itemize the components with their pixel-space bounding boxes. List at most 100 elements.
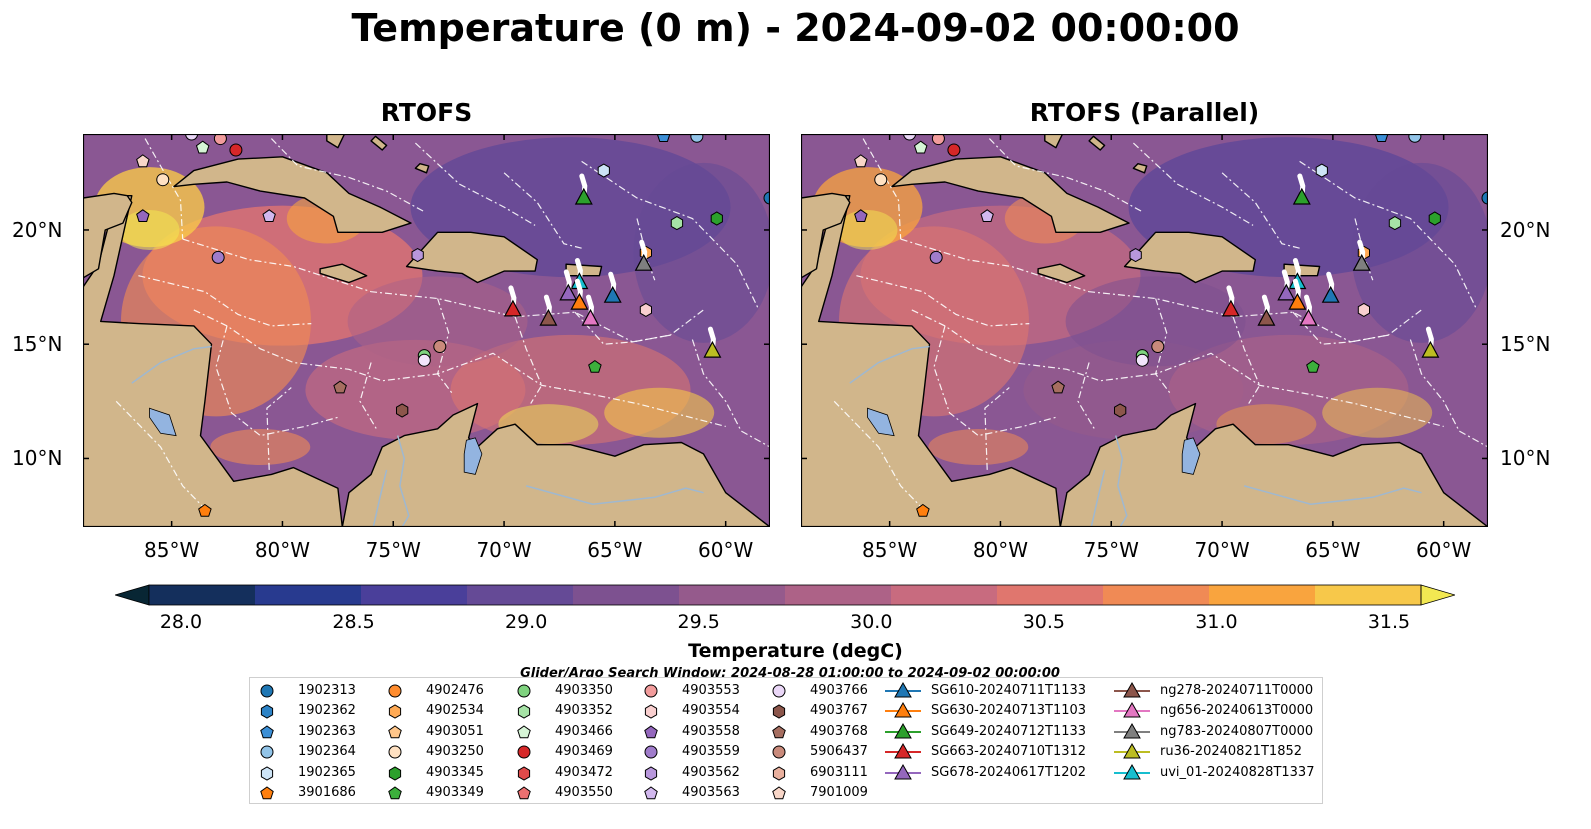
left-argo-4903767[interactable] bbox=[397, 404, 408, 417]
colorbar-segment bbox=[997, 585, 1104, 605]
legend-marker bbox=[768, 764, 790, 782]
left-argo-4903345[interactable] bbox=[711, 212, 722, 225]
legend-label: 4903250 bbox=[426, 744, 484, 759]
colorbar-segment bbox=[255, 585, 362, 605]
left-argo-4903562[interactable] bbox=[412, 249, 423, 262]
right-land-puerto-rico bbox=[1284, 264, 1320, 276]
legend-marker bbox=[256, 723, 278, 741]
legend-marker bbox=[1112, 723, 1152, 741]
legend-label: 4903559 bbox=[682, 744, 740, 759]
colorbar-extend-low bbox=[115, 585, 149, 605]
legend-marker bbox=[1112, 702, 1152, 720]
panel-title-left: RTOFS bbox=[84, 98, 769, 127]
legend-marker bbox=[883, 764, 923, 782]
legend-marker bbox=[640, 784, 662, 802]
legend-marker bbox=[256, 743, 278, 761]
legend-marker bbox=[768, 784, 790, 802]
colorbar-tick-label: 31.0 bbox=[1186, 611, 1246, 633]
legend-label: ng783-20240807T0000 bbox=[1160, 724, 1313, 739]
right-lon-tick-label: 75°W bbox=[1081, 538, 1141, 562]
right-argo-4903562[interactable] bbox=[1130, 249, 1141, 262]
colorbar-tick-label: 30.5 bbox=[1014, 611, 1074, 633]
right-argo-4903352[interactable] bbox=[1389, 217, 1400, 230]
legend-label: ru36-20240821T1852 bbox=[1160, 744, 1302, 759]
legend-label: SG649-20240712T1133 bbox=[931, 724, 1086, 739]
legend-marker bbox=[768, 702, 790, 720]
left-argo-1902364[interactable] bbox=[691, 134, 703, 142]
legend-marker bbox=[256, 702, 278, 720]
right-lon-tick-label: 60°W bbox=[1414, 538, 1474, 562]
right-argo-5906437[interactable] bbox=[1152, 340, 1164, 352]
left-argo-4903250[interactable] bbox=[157, 174, 169, 186]
colorbar-segment bbox=[467, 585, 574, 605]
right-argo-4903554[interactable] bbox=[1358, 303, 1369, 316]
colorbar-segment bbox=[785, 585, 892, 605]
legend-marker bbox=[513, 702, 535, 720]
legend-marker bbox=[384, 784, 406, 802]
legend-label: 4902476 bbox=[426, 683, 484, 698]
lat-tick-label-left: 15°N bbox=[12, 332, 62, 356]
right-argo-1902362[interactable] bbox=[1136, 354, 1148, 366]
figure-title: Temperature (0 m) - 2024-09-02 00:00:00 bbox=[0, 6, 1591, 50]
right-argo-4903559[interactable] bbox=[930, 251, 942, 263]
left-argo-4903559[interactable] bbox=[212, 251, 224, 263]
right-temp-region bbox=[1066, 276, 1246, 366]
left-argo-4903554[interactable] bbox=[640, 303, 651, 316]
legend-label: 4903554 bbox=[682, 703, 740, 718]
right-temp-region bbox=[928, 429, 1028, 465]
legend-marker bbox=[384, 743, 406, 761]
left-argo-4903553[interactable] bbox=[214, 134, 226, 145]
legend-marker bbox=[768, 723, 790, 741]
right-argo-4903345[interactable] bbox=[1429, 212, 1440, 225]
right-argo-4903250[interactable] bbox=[875, 174, 887, 186]
right-temp-region bbox=[1322, 388, 1432, 438]
right-temp-region bbox=[837, 210, 897, 250]
lat-tick-label-right: 15°N bbox=[1500, 332, 1550, 356]
legend-label: SG610-20240711T1133 bbox=[931, 683, 1086, 698]
colorbar-tick-label: 28.0 bbox=[151, 611, 211, 633]
legend-marker bbox=[513, 784, 535, 802]
legend-label: 4903558 bbox=[682, 724, 740, 739]
legend-label: 4903349 bbox=[426, 785, 484, 800]
legend-marker bbox=[513, 682, 535, 700]
right-argo-4903553[interactable] bbox=[932, 134, 944, 145]
legend-marker bbox=[640, 682, 662, 700]
left-argo-1902365[interactable] bbox=[598, 164, 609, 177]
lat-tick-label-left: 10°N bbox=[12, 446, 62, 470]
left-argo-5906437[interactable] bbox=[434, 340, 446, 352]
right-argo-4903469[interactable] bbox=[948, 144, 960, 156]
colorbar-segment bbox=[573, 585, 680, 605]
colorbar-label: Temperature (degC) bbox=[0, 640, 1591, 662]
left-argo-4903469[interactable] bbox=[230, 144, 242, 156]
legend-marker bbox=[1112, 682, 1152, 700]
colorbar bbox=[115, 584, 1455, 606]
right-argo-4903767[interactable] bbox=[1115, 404, 1126, 417]
legend-label: ng656-20240613T0000 bbox=[1160, 703, 1313, 718]
legend-label: uvi_01-20240828T1337 bbox=[1160, 765, 1314, 780]
legend-label: 4903550 bbox=[555, 785, 613, 800]
legend-label: 5906437 bbox=[810, 744, 868, 759]
legend-label: ng278-20240711T0000 bbox=[1160, 683, 1313, 698]
right-argo-1902363[interactable] bbox=[1375, 134, 1387, 142]
right-lon-tick-label: 85°W bbox=[860, 538, 920, 562]
colorbar-segment bbox=[891, 585, 998, 605]
legend-label: 3901686 bbox=[298, 785, 356, 800]
left-temp-region bbox=[348, 276, 528, 366]
left-argo-4903352[interactable] bbox=[671, 217, 682, 230]
colorbar-tick-label: 28.5 bbox=[324, 611, 384, 633]
left-temp-region bbox=[604, 388, 714, 438]
legend-label: 4903553 bbox=[682, 683, 740, 698]
legend-label: 4903768 bbox=[810, 724, 868, 739]
lat-tick-label-right: 10°N bbox=[1500, 446, 1550, 470]
right-argo-1902364[interactable] bbox=[1409, 134, 1421, 142]
legend-marker bbox=[256, 764, 278, 782]
legend-label: 4903562 bbox=[682, 765, 740, 780]
legend-marker bbox=[384, 682, 406, 700]
legend-label: 4903469 bbox=[555, 744, 613, 759]
left-argo-1902362[interactable] bbox=[418, 354, 430, 366]
left-argo-1902363[interactable] bbox=[657, 134, 669, 142]
legend-label: SG678-20240617T1202 bbox=[931, 765, 1086, 780]
right-argo-1902365[interactable] bbox=[1316, 164, 1327, 177]
legend-label: 4903563 bbox=[682, 785, 740, 800]
legend-marker bbox=[384, 764, 406, 782]
